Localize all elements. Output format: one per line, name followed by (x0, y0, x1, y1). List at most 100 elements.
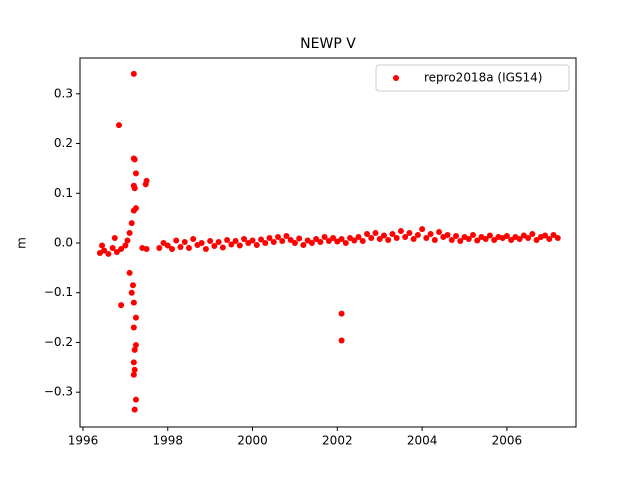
point (482, 236, 489, 243)
point (168, 245, 175, 252)
point (525, 235, 532, 242)
point (550, 232, 557, 239)
point (211, 242, 218, 249)
point (457, 238, 464, 245)
point (132, 341, 139, 348)
point (351, 237, 358, 244)
point (207, 238, 214, 245)
point (128, 289, 135, 296)
point (131, 346, 138, 353)
point (338, 310, 345, 317)
point (131, 366, 138, 373)
legend: repro2018a (IGS14) (375, 64, 570, 92)
x-tick-label: 2000 (237, 434, 268, 448)
point (215, 239, 222, 246)
point (129, 282, 136, 289)
point (308, 239, 315, 246)
point (529, 231, 536, 238)
point (355, 234, 362, 241)
point (414, 232, 421, 239)
point (130, 371, 137, 378)
y-tick-label: −0.2 (44, 335, 73, 349)
point (130, 359, 137, 366)
point (423, 235, 430, 242)
point (427, 231, 434, 238)
point (142, 181, 149, 188)
point (372, 230, 379, 237)
point (219, 244, 226, 251)
point (491, 237, 498, 244)
point (317, 239, 324, 246)
point (283, 233, 290, 240)
point (236, 242, 243, 249)
point (270, 239, 277, 246)
point (448, 237, 455, 244)
point (130, 70, 137, 77)
point (126, 230, 133, 237)
legend-box (375, 64, 570, 92)
point (516, 236, 523, 243)
point (132, 314, 139, 321)
point (279, 238, 286, 245)
point (122, 242, 129, 249)
y-tick-label: 0.1 (54, 186, 73, 200)
point (173, 237, 180, 244)
point (486, 232, 493, 239)
y-tick-label: 0.0 (54, 235, 73, 249)
point (436, 229, 443, 236)
point (130, 324, 137, 331)
x-tick-label: 1996 (68, 434, 99, 448)
y-axis-label: m (15, 237, 29, 249)
point (291, 239, 298, 246)
point (99, 242, 106, 249)
point (224, 237, 231, 244)
plot-area (96, 70, 561, 413)
point (444, 232, 451, 239)
point (181, 239, 188, 246)
point (368, 235, 375, 242)
point (342, 239, 349, 246)
point (111, 235, 118, 242)
point (546, 236, 553, 243)
point (109, 244, 116, 251)
point (185, 244, 192, 251)
x-tick-label: 2002 (322, 434, 353, 448)
point (406, 230, 413, 237)
point (419, 226, 426, 233)
point (376, 236, 383, 243)
point (321, 234, 328, 241)
point (124, 237, 131, 244)
point (274, 234, 281, 241)
point (130, 207, 137, 214)
point (249, 237, 256, 244)
point (128, 220, 135, 227)
point (132, 396, 139, 403)
point (533, 237, 540, 244)
point (397, 228, 404, 235)
point (465, 236, 472, 243)
point (232, 238, 239, 245)
point (325, 238, 332, 245)
point (228, 241, 235, 248)
point (338, 337, 345, 344)
y-tick-label: −0.3 (44, 385, 73, 399)
point (177, 243, 184, 250)
point (359, 238, 366, 245)
point (508, 237, 515, 244)
point (143, 245, 150, 252)
point (156, 244, 163, 251)
point (542, 232, 549, 239)
point (453, 233, 460, 240)
point (164, 242, 171, 249)
point (474, 237, 481, 244)
point (131, 406, 138, 413)
y-tick-label: 0.3 (54, 86, 73, 100)
point (385, 237, 392, 244)
point (118, 245, 125, 252)
point (262, 239, 269, 246)
point (131, 156, 138, 163)
point (503, 233, 510, 240)
point (116, 122, 123, 129)
point (101, 247, 108, 254)
point (113, 248, 120, 255)
